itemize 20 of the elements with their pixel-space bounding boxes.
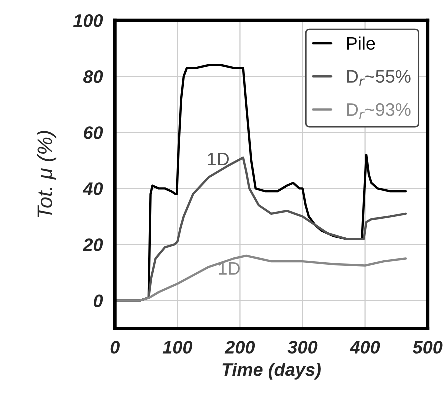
x-tick-label: 400 [350,341,380,354]
y-axis-title: Tot. μ (%) [37,131,57,218]
x-axis-title: Time (days) [222,362,321,380]
x-tick-label: 200 [224,341,256,354]
legend-label: D$_{r}$~93% [347,103,411,119]
y-tick-label: 80 [83,70,104,84]
legend-label: Pile [347,36,376,50]
x-tick-label: 0 [110,341,120,354]
y-tick-label: 100 [74,14,104,28]
x-tick-label: 300 [288,341,318,354]
y-tick-label: 0 [94,294,104,308]
x-tick-label: 100 [162,341,193,354]
legend-label: D$_{r}$~55% [347,70,411,86]
y-tick-label: 20 [82,238,104,252]
annotation: 1D [208,153,230,166]
line-series [115,254,408,302]
annotation: 1D [219,262,240,275]
y-tick-label: 60 [84,126,104,140]
x-tick-label: 500 [412,341,443,354]
y-tick-label: 40 [82,182,104,196]
